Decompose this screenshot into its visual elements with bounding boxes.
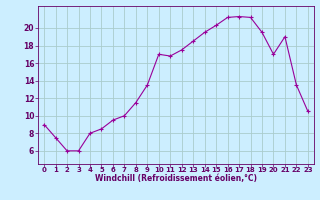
X-axis label: Windchill (Refroidissement éolien,°C): Windchill (Refroidissement éolien,°C) xyxy=(95,174,257,183)
